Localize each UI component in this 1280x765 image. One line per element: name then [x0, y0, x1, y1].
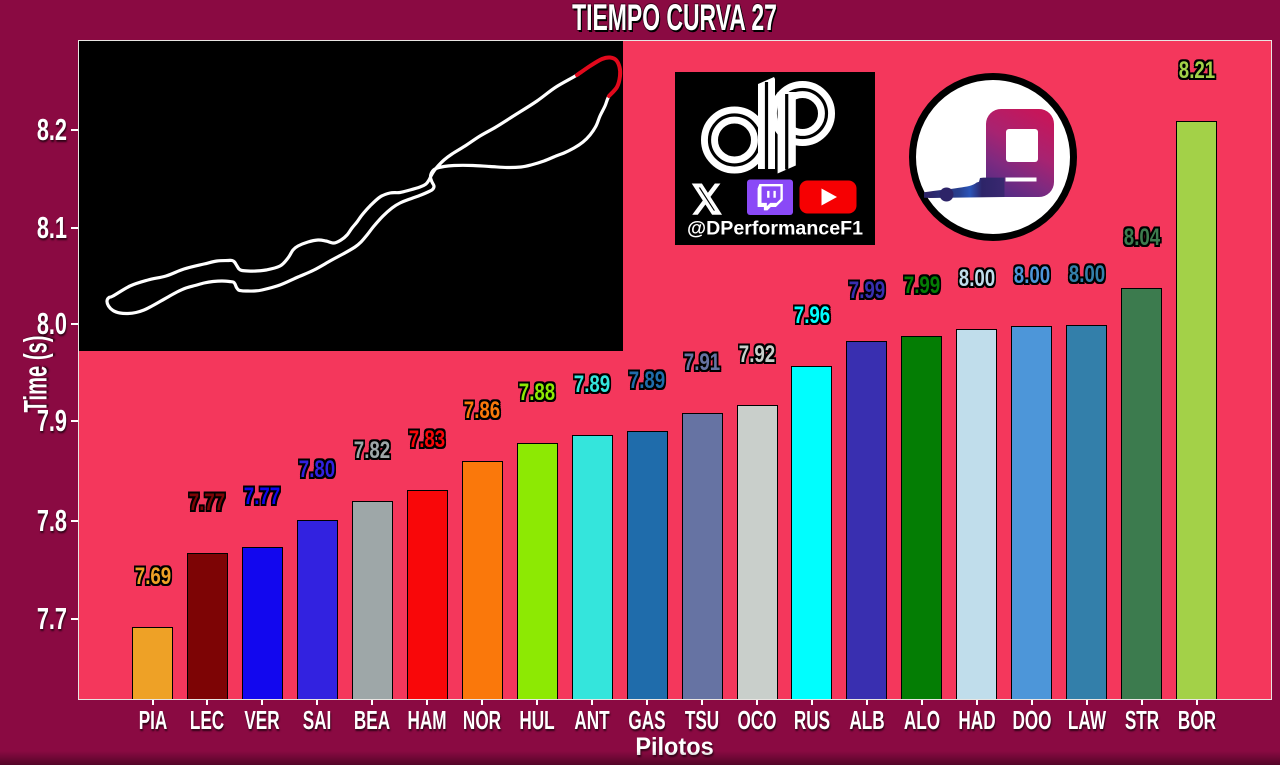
svg-text:@DPerformanceF1: @DPerformanceF1	[687, 219, 863, 240]
